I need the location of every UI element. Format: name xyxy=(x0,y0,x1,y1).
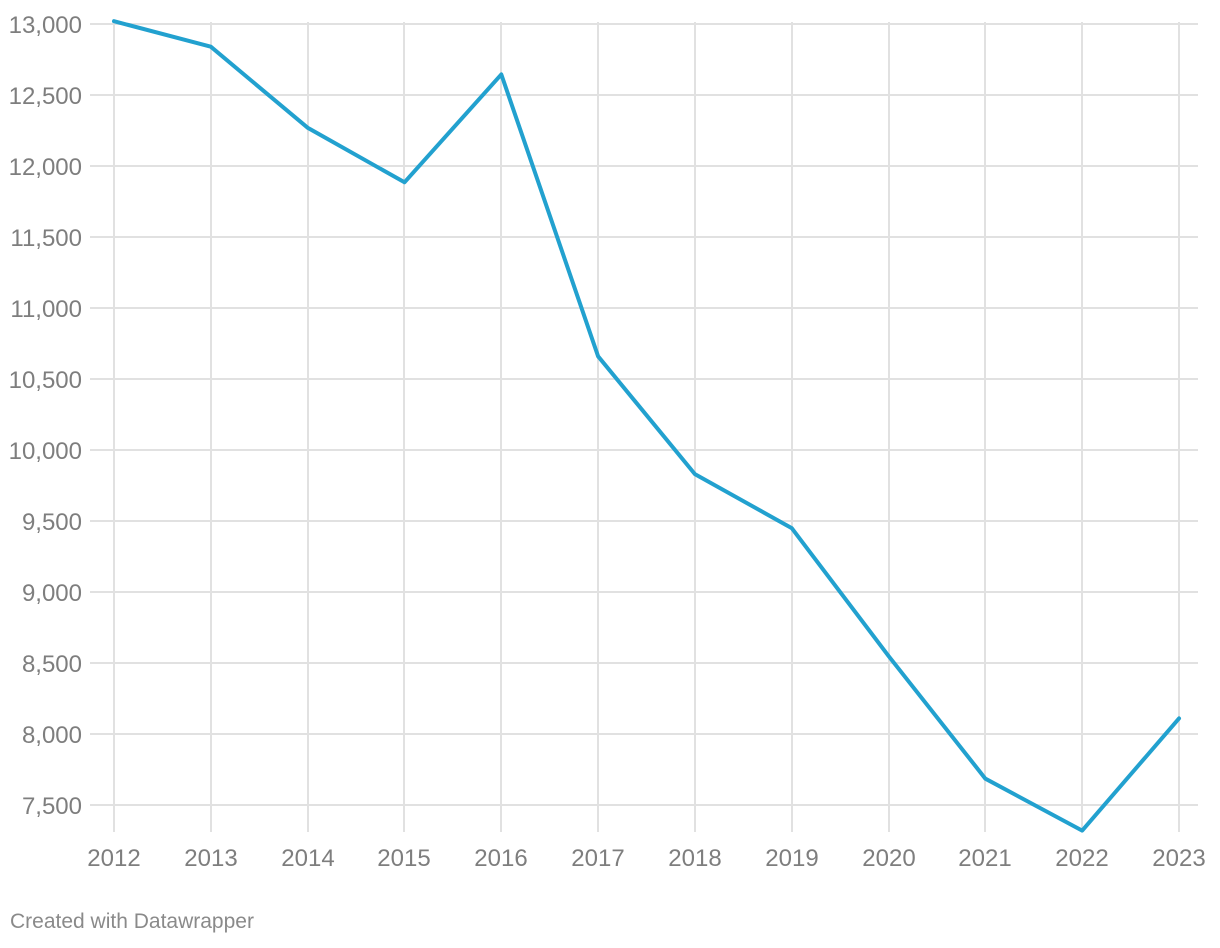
y-gridlines xyxy=(90,23,1198,806)
x-tick-label: 2015 xyxy=(377,845,430,872)
y-tick-label: 12,000 xyxy=(9,154,82,181)
x-tick-label: 2018 xyxy=(668,845,721,872)
y-tick-label: 7,500 xyxy=(22,793,82,820)
y-tick-label: 12,500 xyxy=(9,83,82,110)
x-axis-labels: 2012 2013 2014 2015 2016 2017 2018 2019 2020 2021… xyxy=(87,845,1205,872)
x-tick-label: 2017 xyxy=(571,845,624,872)
footer-credit: Created with Datawrapper xyxy=(10,910,254,933)
y-tick-label: 10,500 xyxy=(9,367,82,394)
y-tick-label: 11,500 xyxy=(10,225,82,252)
x-tick-label: 2013 xyxy=(184,845,237,872)
x-tick-label: 2016 xyxy=(474,845,527,872)
x-tick-label: 2020 xyxy=(862,845,915,872)
x-tick-label: 2022 xyxy=(1055,845,1108,872)
series-layer xyxy=(112,19,1181,833)
x-tick-label: 2019 xyxy=(765,845,818,872)
x-gridlines xyxy=(113,22,1180,832)
y-tick-label: 10,000 xyxy=(9,438,82,465)
y-tick-label: 11,000 xyxy=(10,296,82,323)
y-tick-label: 13,000 xyxy=(9,12,82,39)
y-tick-label: 9,000 xyxy=(22,580,82,607)
y-tick-label: 9,500 xyxy=(22,509,82,536)
series-line xyxy=(112,19,1181,833)
x-tick-label: 2014 xyxy=(281,845,334,872)
x-tick-label: 2023 xyxy=(1152,845,1205,872)
x-tick-label: 2021 xyxy=(958,845,1011,872)
y-tick-label: 8,500 xyxy=(22,651,82,678)
x-tick-label: 2012 xyxy=(87,845,140,872)
y-axis-labels: 7,500 8,000 8,500 9,000 9,500 10,000 10,500 11,… xyxy=(9,12,82,820)
y-tick-label: 8,000 xyxy=(22,722,82,749)
